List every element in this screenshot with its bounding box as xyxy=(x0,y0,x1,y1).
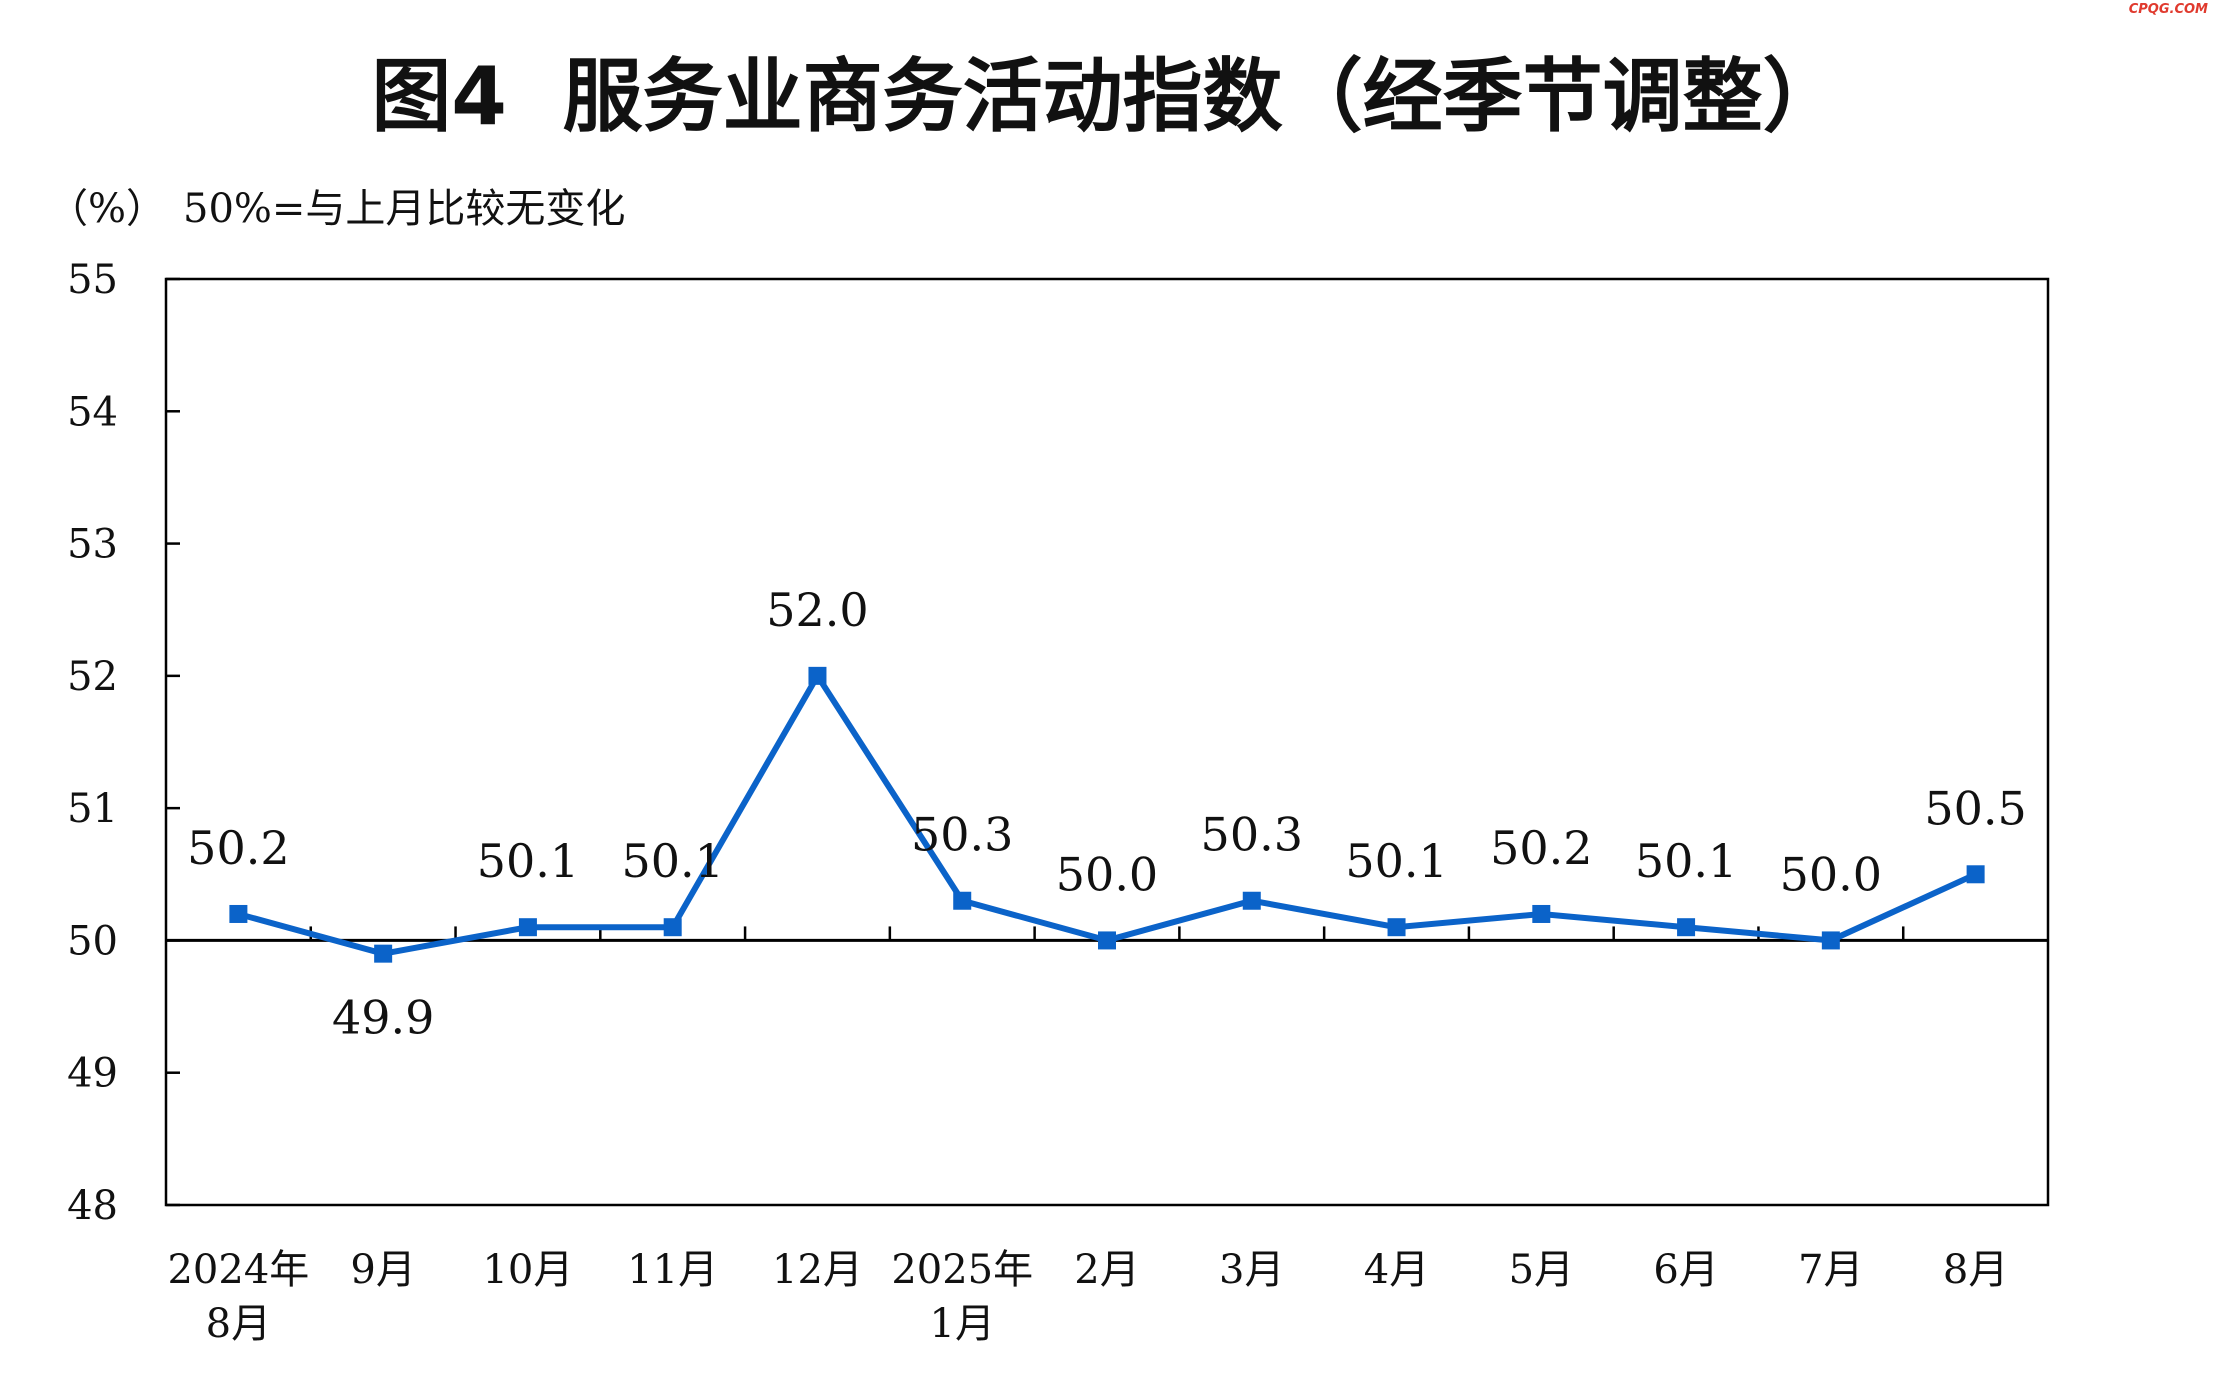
y-tick-label: 52 xyxy=(67,654,118,700)
plot-frame xyxy=(164,277,2050,1207)
data-point xyxy=(1677,918,1696,937)
x-tick-label: 8月 xyxy=(1943,1247,2008,1293)
x-tick-label: 3月 xyxy=(1219,1247,1284,1293)
data-label: 50.1 xyxy=(477,834,579,888)
data-point xyxy=(1387,918,1406,937)
y-tick-label: 51 xyxy=(67,786,118,832)
data-label: 52.0 xyxy=(766,583,868,637)
data-label: 50.2 xyxy=(187,821,289,875)
x-tick-label: 1月 xyxy=(930,1301,995,1347)
watermark: CPQG.COM xyxy=(2128,2,2208,17)
x-tick-label: 7月 xyxy=(1798,1247,1863,1293)
data-label: 50.1 xyxy=(1345,834,1447,888)
x-tick-label: 10月 xyxy=(482,1247,573,1293)
data-point xyxy=(663,918,682,937)
x-tick-label: 9月 xyxy=(350,1247,415,1293)
data-point xyxy=(1098,931,1116,950)
data-point xyxy=(1821,931,1840,950)
y-unit-label: （%） xyxy=(48,186,166,232)
data-point xyxy=(1532,904,1551,923)
data-label: 50.3 xyxy=(911,808,1013,862)
data-label: 50.2 xyxy=(1490,821,1592,875)
x-tick-label: 6月 xyxy=(1653,1247,1718,1293)
series-line xyxy=(237,670,1977,957)
y-tick-label: 54 xyxy=(67,389,118,435)
data-label: 49.9 xyxy=(332,991,434,1045)
x-tick-label: 2月 xyxy=(1074,1247,1139,1293)
data-point xyxy=(229,904,248,923)
data-label: 50.5 xyxy=(1924,781,2026,835)
data-point xyxy=(953,891,972,910)
data-label: 50.3 xyxy=(1201,808,1303,862)
y-tick-label: 48 xyxy=(67,1183,118,1229)
data-point xyxy=(374,944,393,963)
data-point xyxy=(1966,865,1985,884)
x-tick-label: 2024年 xyxy=(167,1247,309,1293)
y-tick-label: 49 xyxy=(67,1051,118,1097)
x-tick-label: 8月 xyxy=(206,1301,271,1347)
x-tick-label: 12月 xyxy=(772,1247,863,1293)
chart-note: 50%=与上月比较无变化 xyxy=(183,186,625,232)
data-label: 50.1 xyxy=(1635,834,1737,888)
chart-title: 图4 服务业商务活动指数（经季节调整） xyxy=(371,50,1842,143)
x-tick-label: 2025年 xyxy=(891,1247,1033,1293)
x-tick-label: 11月 xyxy=(627,1247,718,1293)
y-tick-label: 50 xyxy=(67,918,118,964)
data-label: 50.0 xyxy=(1056,847,1158,901)
data-point xyxy=(518,918,537,937)
data-point xyxy=(1242,891,1261,910)
y-tick-label: 55 xyxy=(67,257,118,303)
data-point xyxy=(808,666,827,685)
x-tick-label: 5月 xyxy=(1509,1247,1574,1293)
data-label: 50.0 xyxy=(1780,847,1882,901)
x-tick-label: 4月 xyxy=(1364,1247,1429,1293)
y-tick-label: 53 xyxy=(67,522,118,568)
data-label: 50.1 xyxy=(621,834,723,888)
